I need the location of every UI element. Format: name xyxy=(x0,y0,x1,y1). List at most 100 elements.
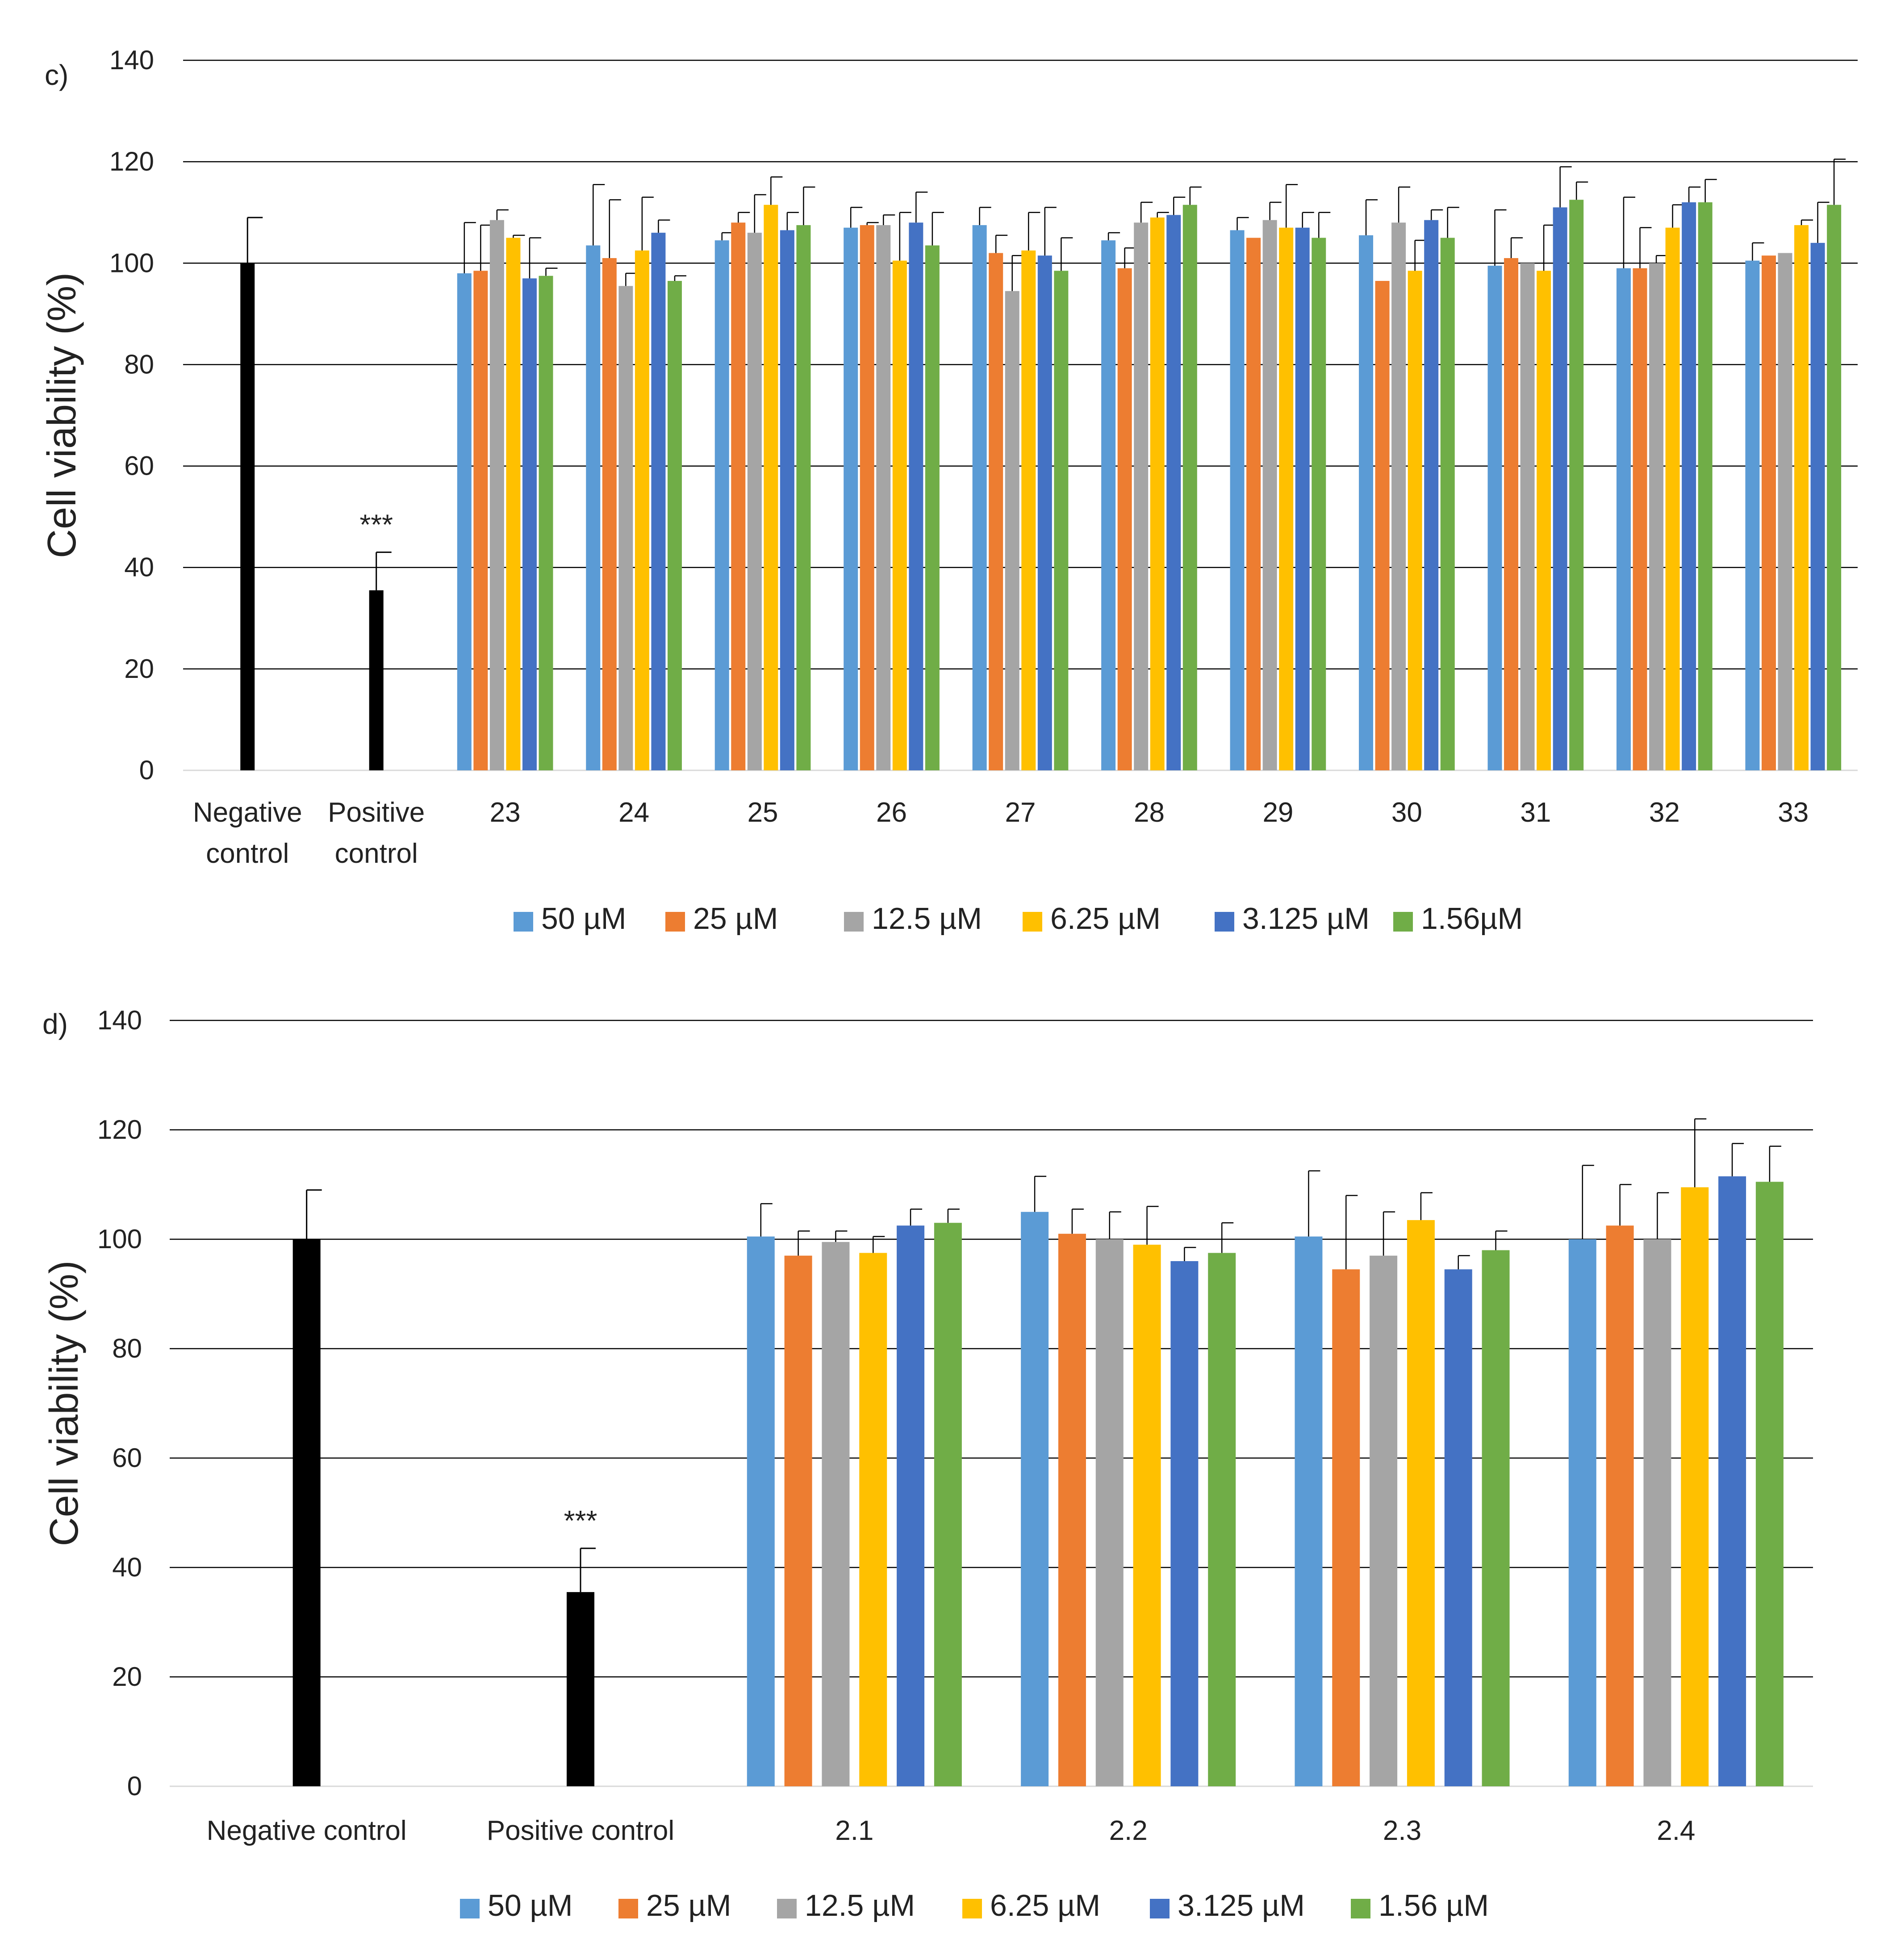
data-bar xyxy=(1794,225,1809,770)
y-tick-label: 140 xyxy=(109,45,154,75)
x-category-label: 29 xyxy=(1262,797,1293,828)
data-bar xyxy=(747,1236,775,1786)
x-category-label: control xyxy=(206,838,289,869)
y-tick-label: 20 xyxy=(112,1662,142,1692)
data-bar xyxy=(1616,268,1631,771)
data-bar xyxy=(1827,205,1842,770)
data-bar xyxy=(934,1223,962,1786)
legend-swatch xyxy=(460,1899,480,1918)
x-category-label: 28 xyxy=(1134,797,1165,828)
data-bar xyxy=(1170,1261,1199,1786)
data-bar xyxy=(1391,222,1406,770)
chart-panel-d: d) Cell viability (%) 0 20 40 60 80 100 120 140 Ne… xyxy=(42,1005,1813,1922)
y-axis-title: Cell viability (%) xyxy=(40,272,84,558)
data-bar xyxy=(473,271,488,770)
data-bar xyxy=(860,225,874,770)
data-bar xyxy=(1359,235,1374,770)
data-bar xyxy=(1633,268,1647,771)
y-tick-label: 60 xyxy=(124,451,154,481)
data-bar xyxy=(1718,1176,1746,1786)
data-bar xyxy=(892,260,907,770)
x-category-label: Negative control xyxy=(207,1815,407,1846)
data-bar xyxy=(602,258,617,770)
data-bar xyxy=(1117,268,1132,771)
data-bar xyxy=(1810,242,1825,770)
legend-swatch xyxy=(618,1899,638,1918)
data-bar xyxy=(1553,207,1567,770)
data-bar xyxy=(822,1242,850,1786)
data-bar xyxy=(731,222,746,770)
legend-label: 6.25 µM xyxy=(990,1889,1100,1922)
legend-swatch xyxy=(1393,912,1413,932)
x-category-label: 27 xyxy=(1005,797,1036,828)
data-bar xyxy=(747,233,762,771)
data-bar xyxy=(1312,238,1326,770)
x-category-label: 2.4 xyxy=(1657,1815,1695,1846)
legend-swatch xyxy=(665,912,685,932)
y-tick-label: 80 xyxy=(112,1333,142,1363)
data-bar xyxy=(1778,253,1792,770)
legend-label: 12.5 µM xyxy=(805,1889,915,1922)
control-bar xyxy=(240,263,255,771)
data-bar xyxy=(1295,1236,1323,1786)
legend-swatch xyxy=(514,912,533,932)
data-bar xyxy=(780,230,794,770)
data-bar xyxy=(1375,281,1390,771)
data-bar xyxy=(1408,271,1422,770)
legend-label: 3.125 µM xyxy=(1178,1889,1305,1922)
significance-marker: *** xyxy=(564,1504,597,1537)
data-bar xyxy=(1182,205,1197,770)
data-bar xyxy=(1230,230,1245,770)
legend-swatch xyxy=(1351,1899,1370,1918)
y-tick-label: 100 xyxy=(97,1224,142,1254)
data-bar xyxy=(1682,202,1696,770)
data-bar xyxy=(1295,227,1310,771)
x-category-label: 32 xyxy=(1649,797,1680,828)
y-tick-label: 20 xyxy=(124,654,154,684)
data-bar xyxy=(457,273,472,770)
data-bar xyxy=(1606,1225,1634,1786)
data-bar xyxy=(1021,250,1036,771)
y-tick-label: 40 xyxy=(124,552,154,582)
data-bar xyxy=(586,245,601,771)
data-bar xyxy=(1005,291,1019,770)
data-bar xyxy=(1520,263,1535,771)
control-bar xyxy=(567,1592,594,1786)
data-bar xyxy=(1755,1182,1784,1786)
legend-swatch xyxy=(962,1899,982,1918)
y-tick-label: 140 xyxy=(97,1005,142,1035)
y-tick-label: 120 xyxy=(97,1115,142,1145)
y-tick-label: 100 xyxy=(109,248,154,278)
data-bar xyxy=(1698,202,1713,770)
data-bar xyxy=(1054,271,1069,770)
data-bar xyxy=(1482,1250,1510,1786)
data-bar xyxy=(764,205,778,770)
data-bar xyxy=(876,225,891,770)
data-bar xyxy=(1681,1187,1709,1786)
x-category-label: 2.3 xyxy=(1383,1815,1421,1846)
x-category-label: control xyxy=(335,838,418,869)
chart-panel-c: c) Cell viability (%) 0 20 40 60 80 100 120 140 Ne… xyxy=(40,45,1858,936)
data-bar xyxy=(1134,222,1149,770)
data-bar xyxy=(859,1253,887,1786)
data-bar xyxy=(1537,271,1551,770)
data-bar xyxy=(1058,1233,1086,1786)
data-bar xyxy=(1332,1269,1360,1786)
significance-marker: *** xyxy=(359,509,393,541)
data-bar xyxy=(1037,255,1052,770)
data-bar xyxy=(1665,227,1680,771)
control-bar xyxy=(369,590,384,770)
data-bar xyxy=(796,225,811,770)
legend-label: 50 µM xyxy=(488,1889,572,1922)
data-bar xyxy=(1424,220,1439,770)
data-bar xyxy=(489,220,504,770)
data-bar xyxy=(897,1225,925,1786)
data-bar xyxy=(1504,258,1519,770)
legend-swatch xyxy=(1023,912,1042,932)
data-bar xyxy=(1649,263,1664,771)
legend-label: 1.56µM xyxy=(1421,902,1523,936)
legend-swatch xyxy=(1150,1899,1170,1918)
y-tick-label: 60 xyxy=(112,1443,142,1473)
